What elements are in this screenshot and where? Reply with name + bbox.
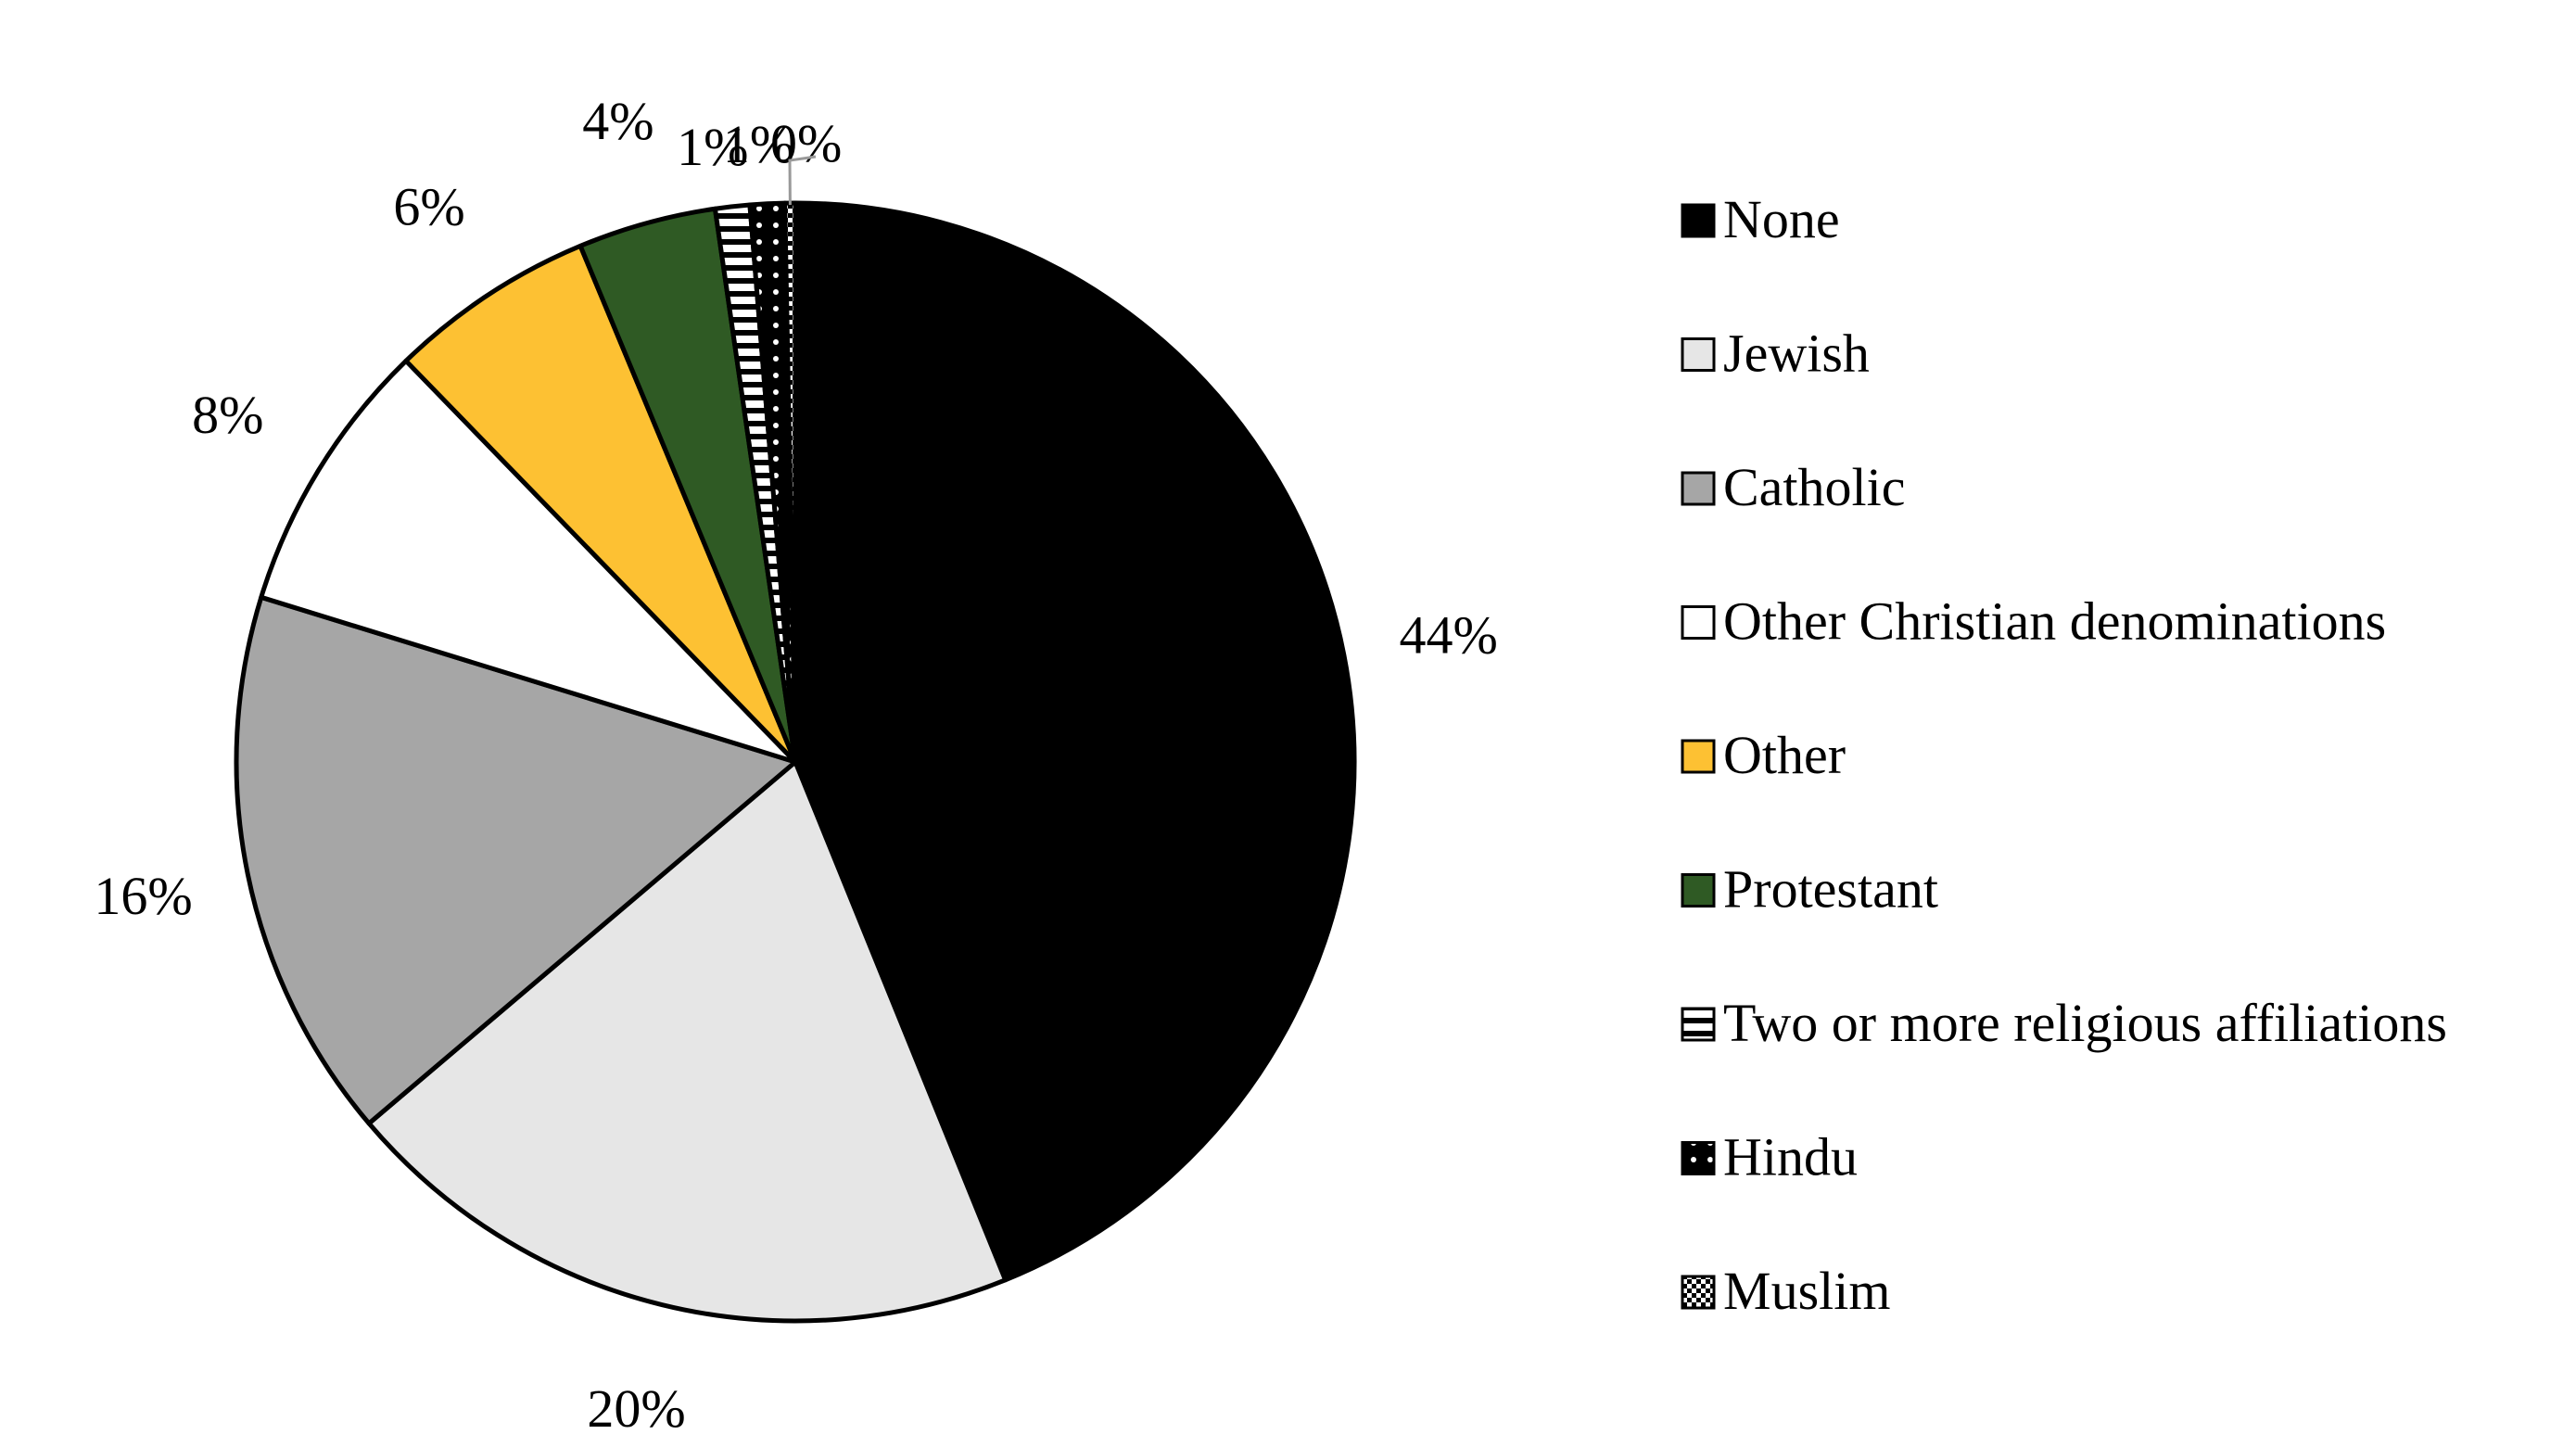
- legend-swatch-protestant: [1681, 873, 1716, 908]
- legend-swatch-other-christian-denominations: [1681, 605, 1716, 640]
- legend-label-catholic: Catholic: [1723, 457, 1906, 517]
- legend-label-jewish: Jewish: [1723, 324, 1870, 384]
- legend-label-other-christian-denominations: Other Christian denominations: [1723, 591, 2386, 652]
- data-label-other: 6%: [393, 176, 464, 236]
- legend-label-muslim: Muslim: [1723, 1261, 1891, 1321]
- legend-label-other: Other: [1723, 725, 1846, 785]
- pie-slice-catholic: [234, 594, 798, 1126]
- data-label-muslim: 0%: [770, 113, 842, 173]
- legend-swatch-other: [1681, 739, 1716, 774]
- data-label-two-or-more-religious-affiliations: 1%: [677, 117, 748, 177]
- legend-swatch-jewish: [1681, 337, 1716, 372]
- legend-label-none: None: [1723, 189, 1840, 249]
- data-label-protestant: 4%: [582, 91, 654, 151]
- pie-slice-other: [403, 243, 798, 765]
- legend: None Jewish Catholic Other Christian denomi…: [1681, 189, 2447, 1321]
- data-label-hindu: 1%: [723, 114, 794, 174]
- data-label-other-christian-denominations: 8%: [192, 385, 263, 445]
- legend-swatch-catholic: [1681, 471, 1716, 506]
- legend-swatch-two-or-more-religious-affiliations: [1681, 1007, 1716, 1042]
- pie-slice-jewish: [366, 759, 1009, 1324]
- legend-swatch-hindu: [1681, 1141, 1716, 1175]
- pie-slices: [234, 200, 1357, 1324]
- legend-swatch-muslim: [1681, 1275, 1716, 1310]
- legend-label-two-or-more-religious-affiliations: Two or more religious affiliations: [1723, 993, 2447, 1053]
- legend-swatch-none: [1681, 203, 1716, 238]
- legend-label-protestant: Protestant: [1723, 859, 1938, 920]
- legend-label-hindu: Hindu: [1723, 1127, 1858, 1187]
- pie-slice-none: [793, 200, 1357, 1283]
- leader-line-muslim: [788, 155, 817, 206]
- pie-slice-other-christian-denominations: [259, 358, 798, 765]
- data-label-none: 44%: [1400, 605, 1498, 666]
- data-label-catholic: 16%: [94, 866, 192, 926]
- data-label-jewish: 20%: [587, 1378, 685, 1439]
- pie-labels: 44%20%16%8%6%4% 1%1%0%: [94, 91, 1497, 1439]
